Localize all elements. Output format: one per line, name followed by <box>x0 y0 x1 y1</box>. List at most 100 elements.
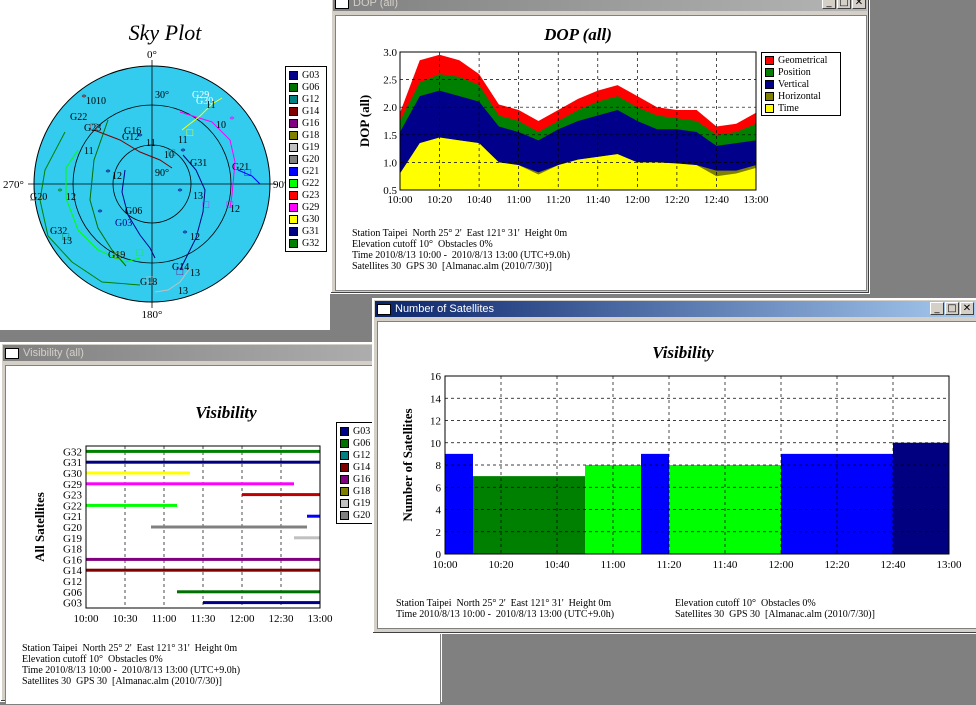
sky-sat-marker: □ <box>227 199 234 211</box>
maximize-button[interactable]: □ <box>837 0 851 9</box>
sky-hour-label: 13 <box>178 286 188 297</box>
legend-swatch <box>340 498 349 508</box>
legend-label: G30 <box>302 213 320 225</box>
num-x-tick-label: 10:00 <box>432 559 458 571</box>
visibility-bar-g29 <box>86 482 294 486</box>
legend-item: G16 <box>337 473 377 485</box>
visibility-client: Visibility All Satellites 10:00 10:30 11:00 1… <box>5 365 441 705</box>
visibility-x-tick-label: 10:00 <box>73 613 99 625</box>
legend-swatch <box>289 70 298 80</box>
sky-sat-label: G21 <box>232 162 249 173</box>
visibility-y-tick-label: G22 <box>63 500 82 512</box>
visibility-y-tick-label: G30 <box>63 468 82 480</box>
sky-sat-label: G30 <box>196 96 213 107</box>
num-x-tick-label: 13:00 <box>936 559 962 571</box>
dop-legend: Geometrical Position Vertical Horizontal Tim… <box>761 52 841 116</box>
sky-sat-marker: * <box>105 167 111 179</box>
legend-swatch <box>289 214 298 224</box>
legend-item: Horizontal <box>762 90 840 102</box>
legend-swatch <box>289 106 298 116</box>
legend-item: G06 <box>337 437 377 449</box>
dop-y-tick-label: 1.5 <box>383 130 397 142</box>
legend-swatch <box>765 79 774 89</box>
sky-sat-label: G22 <box>70 112 87 123</box>
info-line: Elevation cutoff 10° Obstacles 0% <box>352 239 493 250</box>
sky-track-line <box>121 169 156 259</box>
visibility-x-tick-label: 13:00 <box>307 613 333 625</box>
maximize-button[interactable]: □ <box>945 302 959 315</box>
num-bar <box>473 476 585 554</box>
legend-swatch <box>289 178 298 188</box>
sky-sat-marker: □ <box>177 266 184 278</box>
dop-y-tick-label: 0.5 <box>383 185 397 197</box>
sky-track-line <box>154 267 191 293</box>
legend-swatch <box>340 510 349 520</box>
sky-sat-marker: □ <box>187 127 194 139</box>
num-x-tick-label: 12:20 <box>824 559 850 571</box>
num-y-tick-label: 16 <box>430 371 442 383</box>
num-bar <box>641 453 669 554</box>
window-icon <box>377 303 391 315</box>
sky-hour-label: 10 <box>216 120 226 131</box>
info-line: Elevation cutoff 10° Obstacles 0% <box>22 654 163 665</box>
legend-label: Geometrical <box>778 54 828 66</box>
sky-sat-marker: □ <box>115 250 122 262</box>
legend-item: G14 <box>337 461 377 473</box>
sky-sat-marker: □ <box>147 274 154 286</box>
dop-chart-title: DOP (all) <box>543 25 612 44</box>
num-bar <box>893 442 949 554</box>
visibility-x-tick-label: 10:30 <box>112 613 138 625</box>
minimize-button[interactable]: _ <box>930 302 944 315</box>
legend-item: G22 <box>286 177 326 189</box>
close-button[interactable]: ✕ <box>852 0 866 9</box>
legend-item: G29 <box>286 201 326 213</box>
legend-swatch <box>765 67 774 77</box>
dop-window-titlebar[interactable]: DOP (all) _ □ ✕ <box>333 0 867 11</box>
close-button[interactable]: ✕ <box>960 302 974 315</box>
legend-item: G18 <box>286 129 326 141</box>
dop-chart: DOP (all) DOP (all) 0.5 1.0 1.5 2.0 2.5 3.0 10:0… <box>357 25 769 206</box>
dop-y-tick-label: 2.5 <box>383 75 397 87</box>
visibility-window-titlebar[interactable]: Visibility (all) <box>3 345 439 361</box>
legend-label: G06 <box>353 437 371 449</box>
visibility-info-text: Station Taipei North 25° 2' East 121° 31… <box>22 643 240 687</box>
sky-sat-label: G03 <box>115 218 132 229</box>
sky-hour-label: 11 <box>178 135 188 146</box>
sky-track-line <box>179 111 236 209</box>
sky-track-line <box>39 131 141 286</box>
legend-item: G18 <box>337 485 377 497</box>
num-plot-frame <box>444 375 950 555</box>
legend-swatch <box>289 238 298 248</box>
visibility-y-tick-label: G12 <box>63 576 82 588</box>
num-y-tick-label: 10 <box>430 438 442 450</box>
legend-label: Vertical <box>778 78 810 90</box>
legend-item: G19 <box>337 497 377 509</box>
visibility-y-tick-label: G31 <box>63 457 82 469</box>
sky-track-line <box>65 149 141 263</box>
window-icon <box>5 347 19 359</box>
legend-label: G12 <box>302 93 320 105</box>
sky-hour-label: 10 <box>86 96 96 107</box>
minimize-button[interactable]: _ <box>822 0 836 9</box>
legend-label: G14 <box>353 461 371 473</box>
dop-x-tick-label: 10:00 <box>387 194 413 206</box>
sky-sat-marker: * <box>137 131 143 143</box>
num-x-tick-label: 10:40 <box>544 559 570 571</box>
legend-swatch <box>289 166 298 176</box>
sky-plot-title: Sky Plot <box>129 20 203 45</box>
legend-swatch <box>340 426 349 436</box>
num-y-tick-label: 14 <box>430 393 442 405</box>
sky-sat-marker: * <box>180 146 186 158</box>
legend-swatch <box>765 55 774 65</box>
legend-label: G21 <box>302 165 320 177</box>
sky-sat-marker: □ <box>137 247 144 259</box>
num-y-tick-label: 4 <box>436 505 442 517</box>
sky-track-line <box>181 97 223 131</box>
sky-sat-label: G23 <box>84 123 101 134</box>
visibility-chart: Visibility All Satellites 10:00 10:30 11:00 1… <box>32 403 333 625</box>
dop-info-text: Station Taipei North 25° 2' East 121° 31… <box>352 228 570 272</box>
num-satellites-window-titlebar[interactable]: Number of Satellites _ □ ✕ <box>375 301 975 317</box>
legend-label: G31 <box>302 225 320 237</box>
legend-label: G19 <box>353 497 371 509</box>
visibility-bar-g31 <box>86 460 320 464</box>
